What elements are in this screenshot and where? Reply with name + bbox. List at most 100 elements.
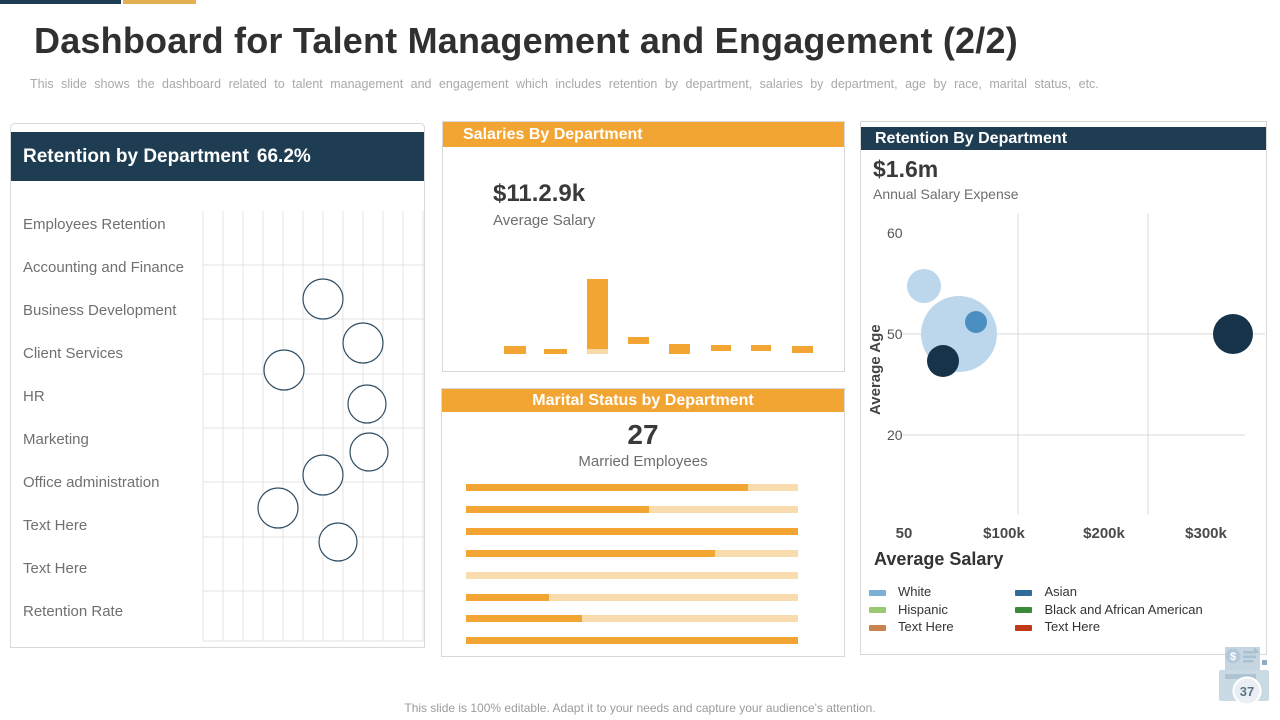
panel-retention-grid-value: 66.2% [256,146,311,167]
legend-label: Text Here [1044,619,1101,634]
bubble [965,311,987,333]
category-label: Retention Rate [23,603,124,620]
legend-swatch [869,607,886,614]
legend-swatch [1015,607,1033,614]
legend-label: Text Here [898,619,954,634]
bubble [349,432,389,472]
salary-bar [669,344,690,354]
legend-swatch [1015,589,1033,596]
panel-marital-header: Marital Status by Department [442,389,844,412]
panel-retention-grid-title: Retention by Department [23,146,249,167]
legend-label: White [898,584,932,599]
top-accent-gold [123,0,196,4]
legend: White Hispanic Text Here Asian Black and Af… [869,584,1259,637]
legend-item: Asian [1015,584,1202,602]
category-labels: Employees Retention Accounting and Financ… [11,124,424,647]
footer-note: This slide is 100% editable. Adapt it to… [404,701,876,715]
top-accent-navy [0,0,121,4]
expense-kpi: $1.6m [873,156,939,182]
salary-bar [711,345,731,351]
marital-bar-fill [466,615,583,623]
bubble [302,278,344,320]
legend-item: Text Here [869,619,1011,637]
marital-bar-fill [466,505,649,513]
legend-item: White [869,584,1011,602]
salary-kpi: $11.2.9k [493,180,586,207]
category-label: Marketing [23,431,89,448]
bubble [347,384,387,424]
bubble [263,349,305,391]
printer-slot [1225,674,1256,679]
x-tick: $200k [1083,525,1125,542]
marital-bar-track [466,571,798,579]
legend-swatch [1015,624,1033,631]
marital-bar-track [466,593,798,601]
marital-bar-track [466,615,798,623]
salary-kpi-label: Average Salary [493,212,596,229]
y-axis-ticks: 60 50 20 [861,122,921,654]
bubble [302,454,344,496]
bubble-scatter-chart [896,214,1265,514]
legend-item: Text Here [1015,619,1202,637]
panel-retention-bubble-header: Retention By Department [861,127,1266,150]
bubble [257,487,299,529]
category-label: Employees Retention [23,216,166,233]
salary-bar [587,279,608,349]
salary-bar [544,349,567,354]
dollar-badge [1225,648,1241,664]
printer-money-icon: $ 37 [1219,647,1269,706]
legend-item: Black and African American [1015,601,1203,620]
salary-bar [792,346,813,353]
legend-label: Hispanic [898,601,948,617]
panel-retention-grid: Retention by Department 66.2% Employees R… [10,123,425,648]
salary-bar [751,345,771,351]
marital-bar-track [466,637,798,645]
legend-swatch [869,624,886,631]
page-title: Dashboard for Talent Management and Enga… [34,20,1018,61]
legend-column-2: Asian Black and African American Text Here [1015,584,1203,637]
page-number: 37 [1240,684,1254,699]
marital-bar-fill [466,484,749,491]
panel-retention-bubble: Retention By Department $1.6m Annual Sal… [860,121,1267,655]
marital-bar-fill [466,637,798,645]
category-label: Text Here [23,517,88,534]
x-axis-title: Average Salary [874,549,1004,569]
y-tick: 50 [887,326,903,342]
legend-column-1: White Hispanic Text Here [869,584,1011,637]
category-label: Office administration [23,474,160,491]
paper-line [1243,655,1256,658]
panel-marital: Marital Status by Department 27 Married … [441,388,845,657]
salary-bar-base [587,349,608,354]
marital-bar-fill [466,527,798,535]
category-label: Accounting and Finance [23,259,184,276]
x-tick: $100k [983,525,1025,542]
page-number-circle [1232,676,1262,706]
panel-salaries-header: Salaries By Department [443,122,844,147]
category-label: Client Services [23,345,124,362]
x-axis-ticks: 50 $100k $200k $300k [861,525,1266,545]
y-tick: 60 [887,225,903,241]
category-label: Text Here [23,560,88,577]
salary-bar-chart [443,122,844,371]
legend-label: Asian [1044,584,1077,599]
legend-label: Black and African American [1044,601,1203,617]
x-tick: 50 [895,525,913,542]
expense-kpi-label: Annual Salary Expense [873,186,1019,202]
paper-line [1243,660,1253,663]
category-label: Business Development [23,302,177,319]
panel-retention-grid-header: Retention by Department 66.2% [11,132,424,181]
marital-kpi-label: Married Employees [578,453,708,470]
bubble [1213,314,1253,354]
marital-bar-chart [442,389,844,656]
bubble [927,345,959,377]
marital-bar-track [466,527,798,535]
category-label: HR [23,388,45,405]
marital-bar-track [466,549,798,557]
marital-bar-track [466,505,798,513]
marital-bar-track [466,484,798,491]
bubble [342,322,384,364]
salary-bar [504,346,526,354]
x-tick: $300k [1185,525,1227,542]
salary-bar [628,337,649,344]
